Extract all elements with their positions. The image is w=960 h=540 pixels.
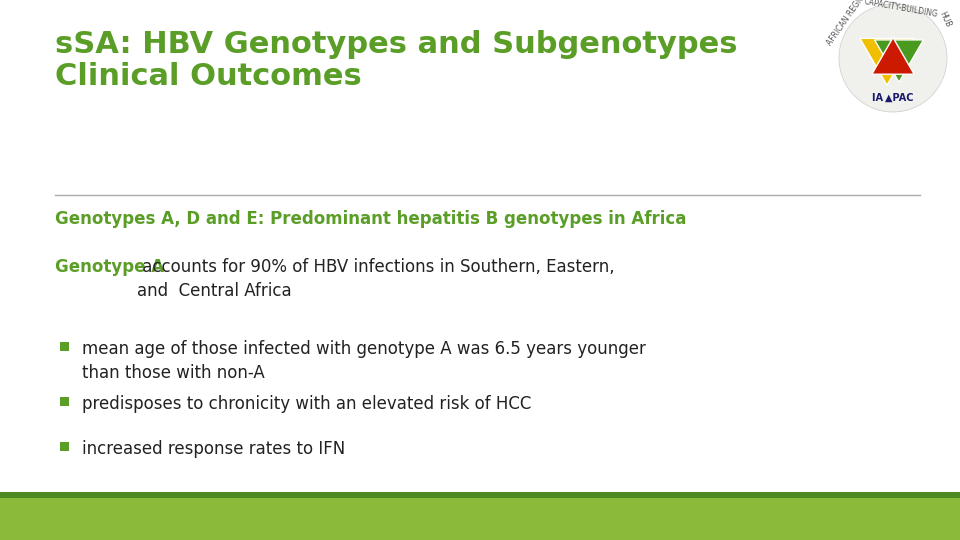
Text: mean age of those infected with genotype A was 6.5 years younger
than those with: mean age of those infected with genotype…: [82, 340, 646, 382]
Text: IA ▲PAC: IA ▲PAC: [873, 93, 914, 103]
Text: Genotypes A, D and E: Predominant hepatitis B genotypes in Africa: Genotypes A, D and E: Predominant hepati…: [55, 210, 686, 228]
Text: Genotype A: Genotype A: [55, 258, 164, 276]
Bar: [60, 342, 69, 351]
Bar: [60, 397, 69, 406]
Bar: [0, 492, 960, 498]
Bar: [60, 442, 69, 451]
Text: HUB: HUB: [938, 10, 952, 29]
Text: predisposes to chronicity with an elevated risk of HCC: predisposes to chronicity with an elevat…: [82, 395, 532, 413]
Text: sSA: HBV Genotypes and Subgenotypes
Clinical Outcomes: sSA: HBV Genotypes and Subgenotypes Clin…: [55, 30, 737, 91]
Text: CAPACITY-BUILDING: CAPACITY-BUILDING: [863, 0, 939, 19]
Bar: [0, 492, 960, 540]
Text: AFRICAN REGIONAL: AFRICAN REGIONAL: [826, 0, 876, 47]
Polygon shape: [872, 38, 914, 74]
Polygon shape: [875, 40, 924, 82]
Circle shape: [839, 4, 947, 112]
Text: increased response rates to IFN: increased response rates to IFN: [82, 440, 346, 458]
Text: accounts for 90% of HBV infections in Southern, Eastern,
and  Central Africa: accounts for 90% of HBV infections in So…: [137, 258, 614, 300]
Polygon shape: [860, 38, 914, 85]
